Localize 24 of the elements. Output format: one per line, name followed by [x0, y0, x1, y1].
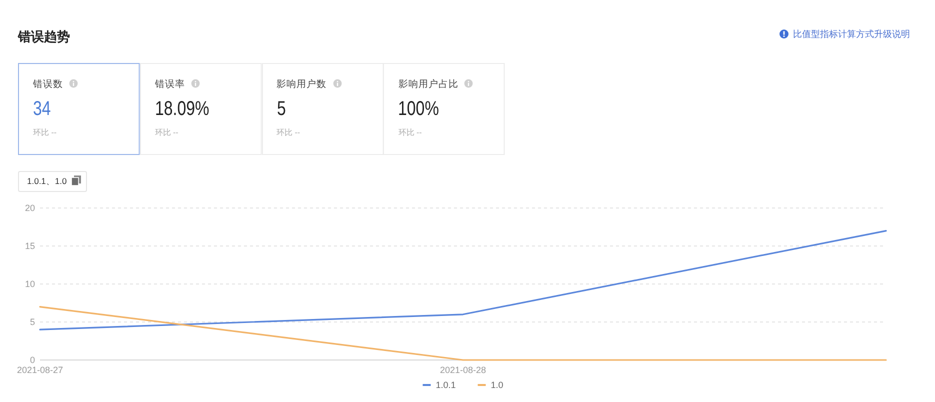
legend-label: 1.0 — [490, 380, 504, 390]
y-tick-label: 10 — [24, 279, 35, 289]
x-tick-label: 2021-08-27 — [16, 365, 64, 375]
text: 1.0.1、1.0 — [18, 171, 87, 192]
category-label: 错误数 — [33, 78, 63, 91]
y-tick-label: 20 — [24, 203, 35, 213]
x-tick-label: 2021-08-28 — [440, 365, 486, 375]
text: 100% — [398, 98, 440, 120]
text: 环比 -- — [154, 127, 178, 138]
text: 34 — [33, 98, 51, 120]
y-tick-label: 5 — [30, 317, 35, 327]
text: 18.09% — [154, 98, 210, 120]
legend-label: 1.0.1 — [436, 380, 456, 390]
text: 环比 -- — [398, 127, 422, 138]
text: 环比 -- — [276, 127, 300, 138]
text: 错误趋势 — [18, 28, 70, 46]
category-label: 错误率 — [154, 78, 185, 91]
category-label: 影响用户占比 — [398, 78, 458, 91]
y-tick-label: 0 — [30, 355, 35, 365]
text: 环比 -- — [33, 127, 57, 138]
text: 5 — [276, 98, 286, 120]
y-tick-label: 15 — [24, 241, 35, 251]
category-label: 影响用户数 — [276, 78, 326, 91]
text: 比值型指标计算方式升级说明 — [793, 28, 910, 41]
